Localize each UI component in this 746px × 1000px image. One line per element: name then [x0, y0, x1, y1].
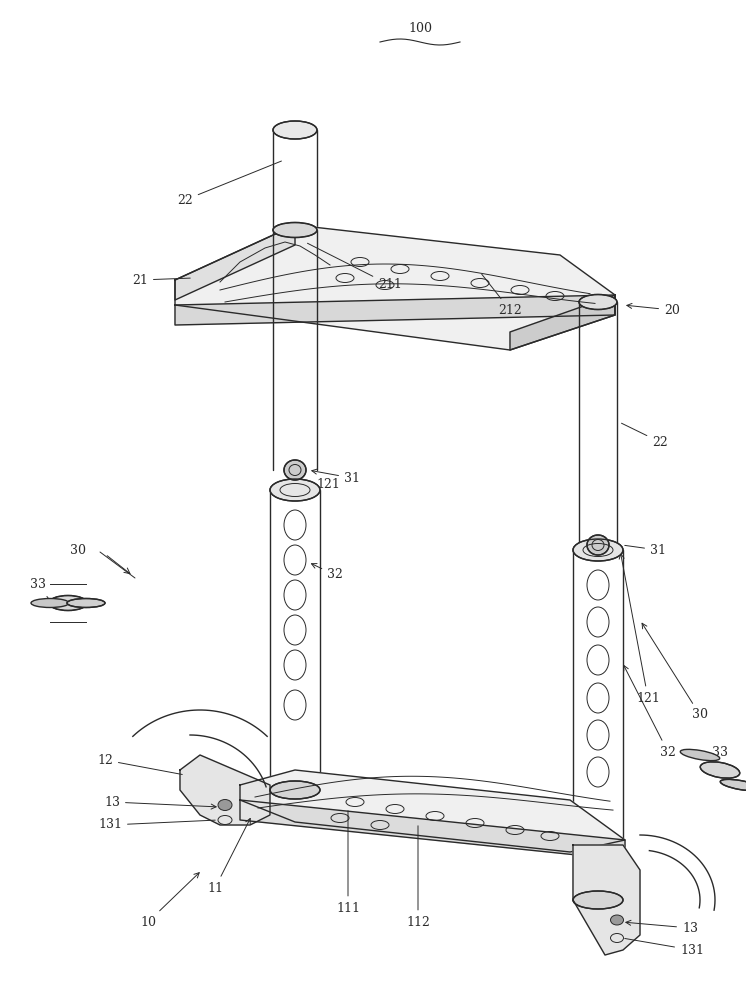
Text: 32: 32 — [312, 564, 343, 582]
Text: 20: 20 — [627, 303, 680, 316]
Text: 112: 112 — [406, 826, 430, 928]
Text: 21: 21 — [132, 273, 190, 286]
Ellipse shape — [579, 294, 617, 310]
Text: 13: 13 — [626, 920, 698, 934]
Text: 22: 22 — [621, 423, 668, 448]
Polygon shape — [510, 295, 615, 350]
Text: 22: 22 — [177, 161, 281, 207]
Ellipse shape — [680, 749, 720, 761]
Text: 100: 100 — [408, 21, 432, 34]
Ellipse shape — [610, 915, 624, 925]
Text: 13: 13 — [104, 796, 216, 809]
Text: 30: 30 — [642, 623, 708, 722]
Polygon shape — [175, 295, 615, 325]
Ellipse shape — [721, 779, 746, 791]
Ellipse shape — [284, 460, 306, 480]
Ellipse shape — [273, 121, 317, 139]
Ellipse shape — [218, 800, 232, 810]
Ellipse shape — [67, 598, 105, 607]
Polygon shape — [240, 770, 625, 852]
Text: 111: 111 — [336, 811, 360, 914]
Ellipse shape — [273, 223, 317, 237]
Text: 31: 31 — [312, 469, 360, 485]
Polygon shape — [175, 225, 615, 350]
Ellipse shape — [573, 891, 623, 909]
Ellipse shape — [700, 762, 740, 778]
Text: 12: 12 — [97, 754, 182, 774]
Text: 31: 31 — [624, 544, 666, 556]
Polygon shape — [240, 800, 625, 860]
Text: 33: 33 — [712, 746, 729, 768]
Text: 11: 11 — [207, 818, 250, 894]
Text: 32: 32 — [624, 665, 676, 758]
Text: 131: 131 — [624, 938, 704, 956]
Text: 121: 121 — [310, 479, 340, 491]
Polygon shape — [175, 225, 295, 300]
Ellipse shape — [587, 535, 609, 555]
Text: 33: 33 — [30, 578, 50, 601]
Ellipse shape — [49, 595, 87, 610]
Text: 10: 10 — [140, 873, 199, 928]
Ellipse shape — [270, 781, 320, 799]
Text: 131: 131 — [98, 818, 216, 832]
Polygon shape — [180, 755, 270, 825]
Ellipse shape — [270, 479, 320, 501]
Text: 211: 211 — [307, 243, 402, 292]
Text: 121: 121 — [619, 554, 660, 704]
Ellipse shape — [573, 539, 623, 561]
Text: 30: 30 — [70, 544, 86, 556]
Polygon shape — [573, 845, 640, 955]
Ellipse shape — [31, 598, 69, 607]
Text: 212: 212 — [482, 274, 522, 316]
